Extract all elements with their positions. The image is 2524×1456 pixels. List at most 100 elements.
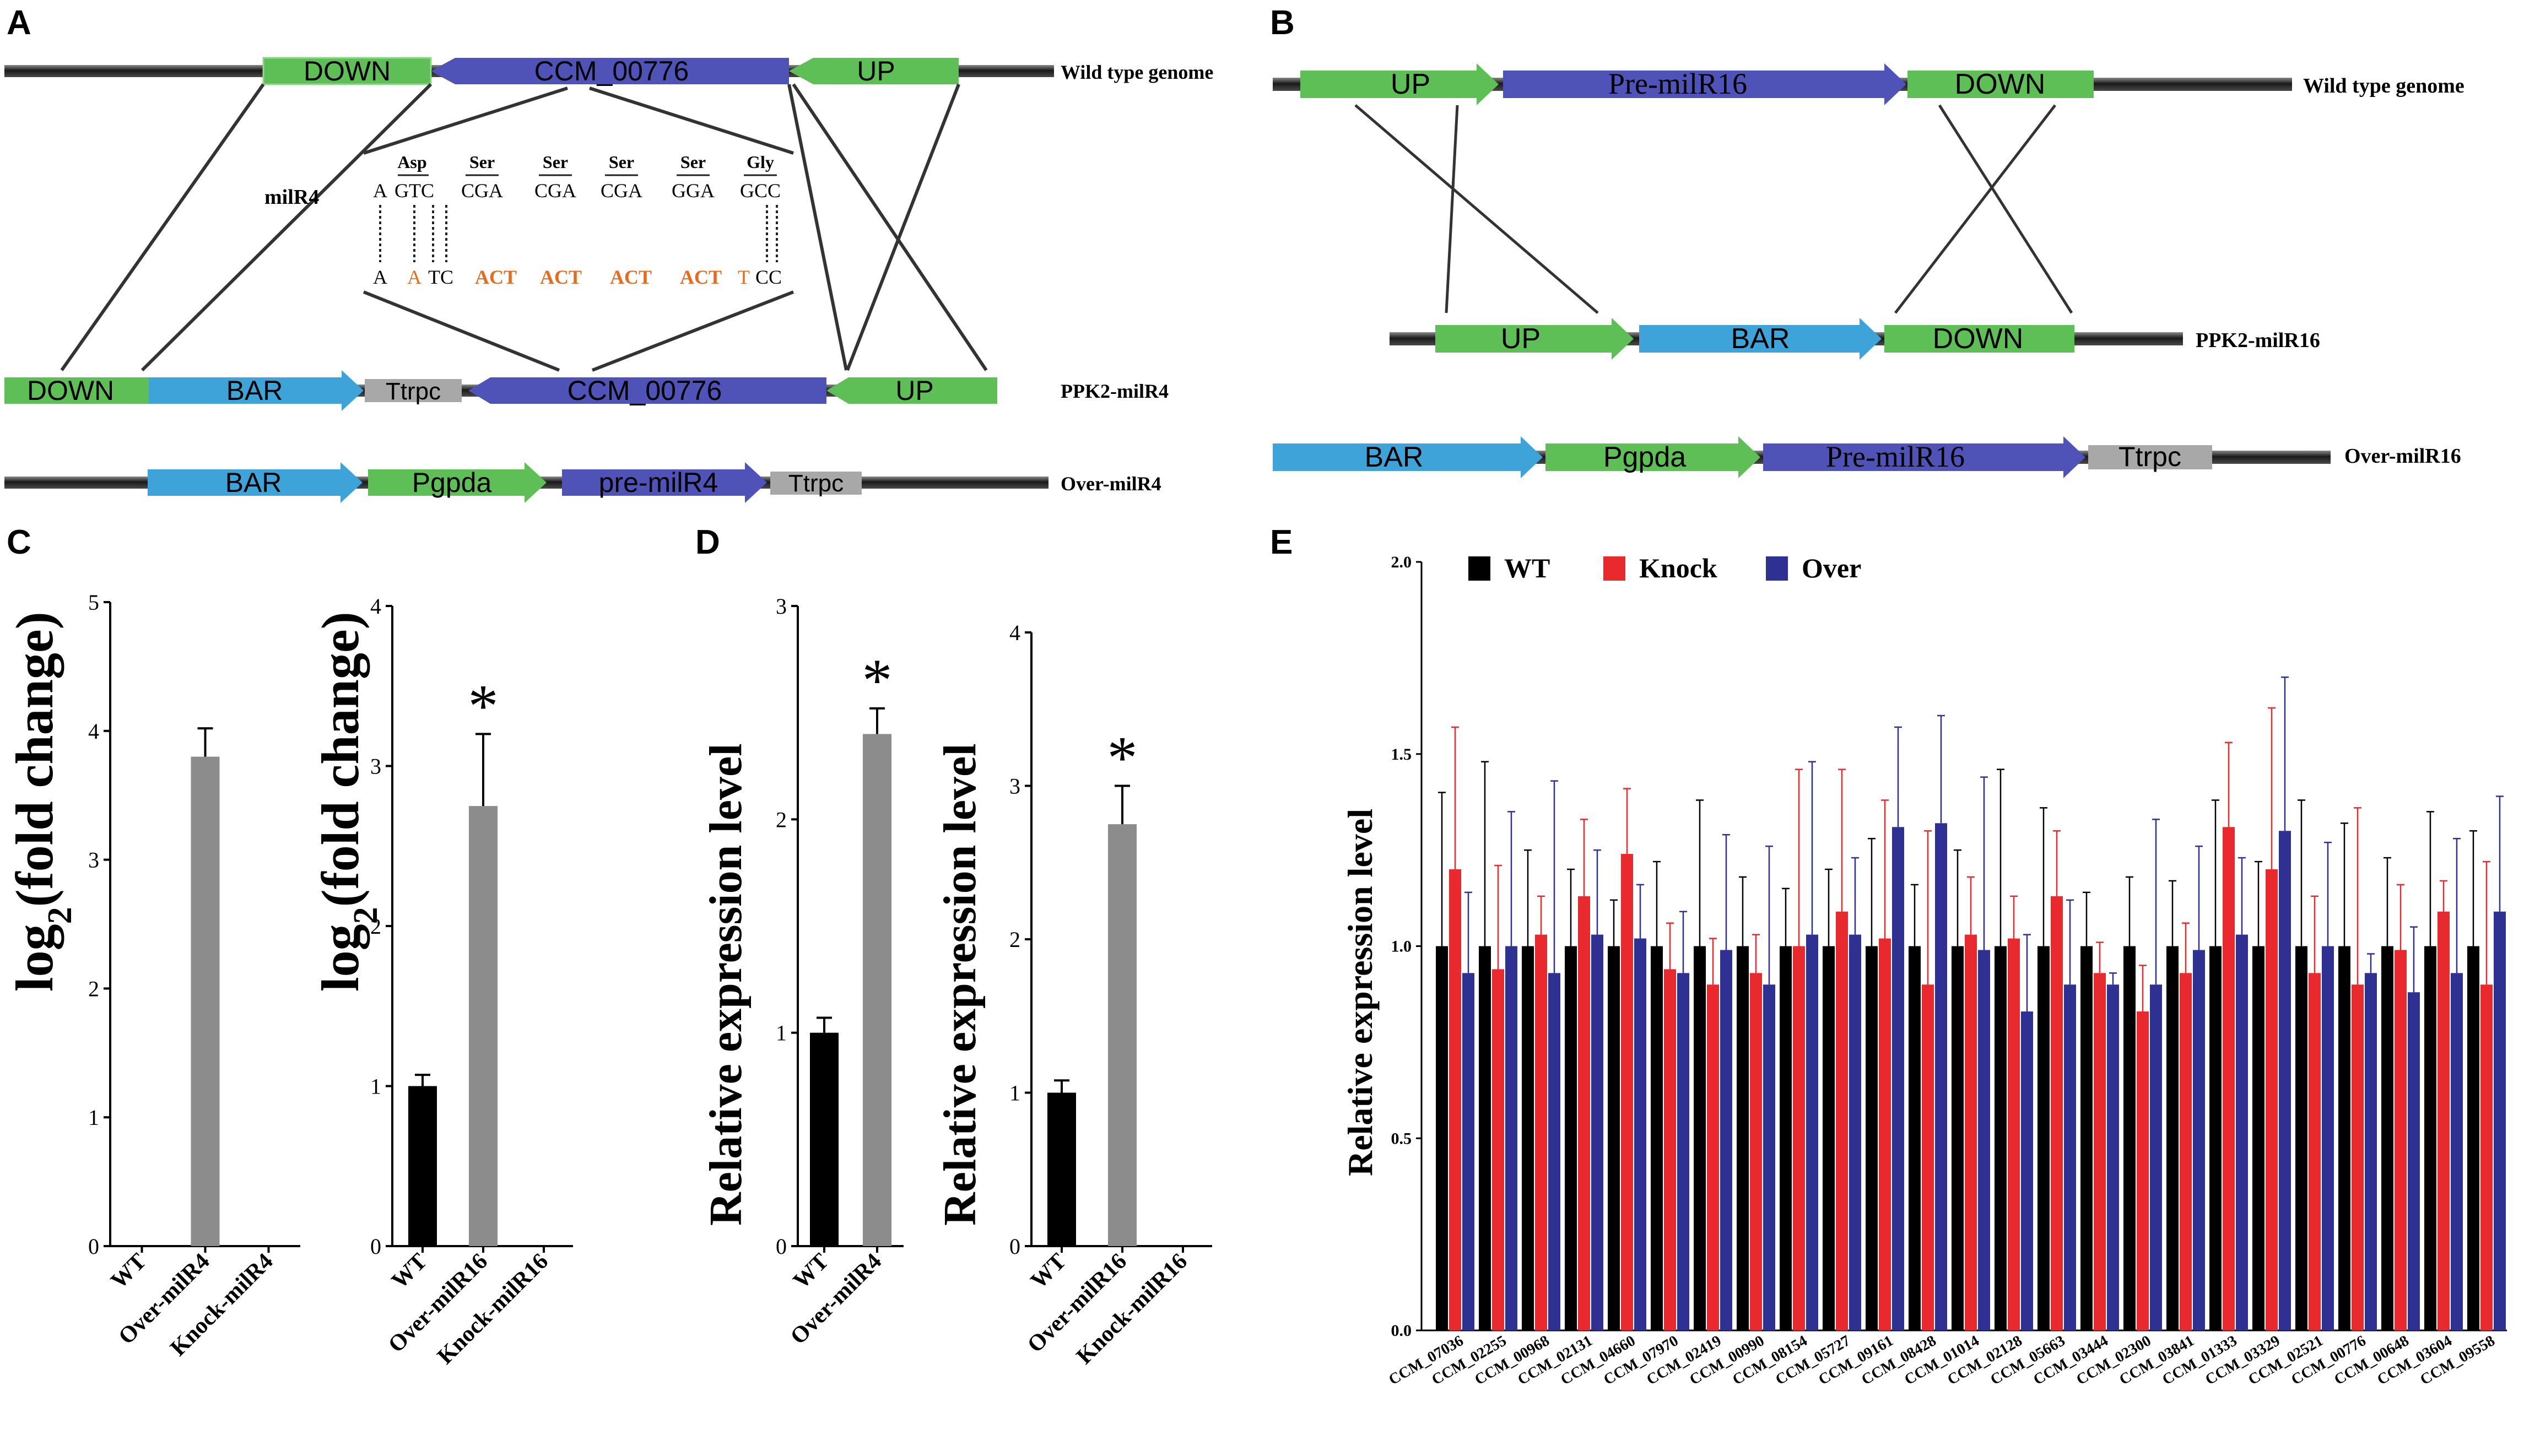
- bar-C2-0: [408, 1086, 437, 1246]
- gene-b-ppk2-bar-label: BAR: [1731, 323, 1790, 355]
- bar-over-0: [1462, 973, 1474, 1330]
- panel-d: D Relative expression level Relative exp…: [695, 523, 1212, 1370]
- legend-wt-label: WT: [1504, 553, 1550, 583]
- y-tick-label-D2: 4: [1009, 620, 1020, 645]
- y-tick-label-D1: 3: [776, 594, 787, 619]
- panel-b-letter: B: [1270, 4, 1295, 42]
- bar-wt-6: [1694, 946, 1706, 1330]
- y-tick-label-D2: 2: [1009, 927, 1020, 952]
- gene-a-wt-up: UP: [789, 56, 959, 86]
- bar-over-9: [1849, 934, 1861, 1330]
- bar-knock-7: [1750, 973, 1762, 1330]
- gene-a-over-premilr4: pre-milR4: [562, 462, 767, 503]
- bar-wt-17: [2166, 946, 2179, 1330]
- bar-wt-1: [1479, 946, 1491, 1330]
- bar-wt-0: [1436, 946, 1448, 1330]
- panel-c-ylabel-right: log2(fold change): [311, 611, 385, 992]
- y-tick-label-D2: 3: [1009, 774, 1020, 799]
- x-tick-label-D1-0: WT: [788, 1249, 834, 1294]
- gene-b-over-bar-label: BAR: [1365, 441, 1424, 473]
- panel-d-ylabel-left: Relative expression level: [700, 743, 752, 1226]
- bar-over-3: [1591, 934, 1603, 1330]
- aa-2: Ser: [469, 152, 495, 172]
- gene-a-ppk2-up-label: UP: [895, 375, 933, 406]
- mut-act-3: ACT: [610, 266, 652, 288]
- y-tick-label-C2: 4: [370, 594, 381, 619]
- bar-knock-6: [1707, 984, 1719, 1330]
- x-tick-label-C2-2: Knock-milR16: [433, 1249, 553, 1370]
- wt-prefix: A: [373, 180, 387, 202]
- gene-b-over-bar: BAR: [1273, 436, 1543, 478]
- y-tick-label-E: 2.0: [1391, 553, 1412, 571]
- gene-b-over-ttrpc-label: Ttrpc: [2118, 441, 2181, 472]
- gene-a-over-premilr4-label: pre-milR4: [599, 467, 718, 498]
- panel-c-letter: C: [7, 523, 31, 561]
- bar-wt-15: [2080, 946, 2093, 1330]
- y-tick-label-C1: 5: [88, 590, 99, 615]
- wt-codon-2: CGA: [461, 180, 503, 202]
- x-tick-label-D2-0: WT: [1026, 1249, 1071, 1294]
- significance-star-D1-1: *: [862, 647, 893, 714]
- bar-knock-17: [2180, 973, 2192, 1330]
- chart-e-targets: 0.00.51.01.52.0CCM_07036CCM_02255CCM_009…: [1386, 553, 2507, 1388]
- bar-over-18: [2236, 934, 2248, 1330]
- bar-over-7: [1763, 984, 1775, 1330]
- aa-6: Gly: [747, 152, 774, 172]
- wt-codon-4: CGA: [601, 180, 642, 202]
- track-b-ppk2-label: PPK2-milR16: [2196, 329, 2320, 352]
- bar-over-19: [2279, 831, 2291, 1330]
- bar-D1-1: [863, 734, 891, 1246]
- bar-over-17: [2193, 950, 2205, 1330]
- track-b-over-label: Over-milR16: [2344, 445, 2461, 468]
- mut-act-1: ACT: [475, 266, 517, 288]
- y-tick-label-E: 1.5: [1391, 745, 1412, 764]
- y-tick-label-C1: 4: [88, 719, 99, 744]
- gene-b-over-pgpda-label: Pgpda: [1603, 441, 1686, 473]
- amino-acids: Asp Ser Ser Ser Ser Gly: [397, 152, 774, 172]
- panel-a-letter: A: [7, 4, 31, 42]
- bar-wt-16: [2123, 946, 2136, 1330]
- y-tick-label-E: 0.0: [1391, 1322, 1412, 1340]
- bar-knock-14: [2051, 896, 2063, 1330]
- bar-wt-12: [1952, 946, 1964, 1330]
- aa-1: Asp: [397, 152, 426, 172]
- bar-knock-22: [2395, 950, 2407, 1330]
- bar-knock-15: [2094, 973, 2106, 1330]
- bar-wt-3: [1565, 946, 1577, 1330]
- bar-wt-5: [1651, 946, 1663, 1330]
- bar-wt-22: [2381, 946, 2393, 1330]
- bar-knock-19: [2266, 869, 2278, 1330]
- legend-knock-label: Knock: [1639, 553, 1717, 583]
- gene-b-over-pgpda: Pgpda: [1545, 436, 1760, 478]
- panel-d-letter: D: [695, 523, 720, 561]
- gene-b-wt-up: UP: [1300, 63, 1499, 105]
- gene-b-wt-down-label: DOWN: [1955, 68, 2046, 100]
- mut-last-rest: CC: [755, 266, 782, 288]
- gene-a-over-pgpda-label: Pgpda: [412, 467, 492, 498]
- gene-b-ppk2-down: DOWN: [1884, 323, 2074, 355]
- bar-over-14: [2064, 984, 2076, 1330]
- aa-4: Ser: [609, 152, 634, 172]
- bar-knock-3: [1578, 896, 1590, 1330]
- bar-over-16: [2150, 984, 2162, 1330]
- gene-a-over-bar-label: BAR: [225, 467, 282, 498]
- legend-wt-swatch: [1468, 556, 1490, 581]
- wt-codon-6: GCC: [740, 180, 781, 202]
- bar-knock-12: [1965, 934, 1977, 1330]
- bar-over-22: [2408, 992, 2420, 1330]
- gene-a-wt-down-label: DOWN: [304, 56, 391, 86]
- x-tick-label-D2-2: Knock-milR16: [1072, 1249, 1192, 1370]
- gene-a-over-ttrpc-label: Ttrpc: [788, 470, 844, 497]
- gene-b-over-ttrpc: Ttrpc: [2088, 441, 2212, 472]
- y-tick-label-D1: 0: [776, 1234, 787, 1259]
- bar-over-1: [1505, 946, 1517, 1330]
- gene-a-wt-ccm00776: CCM_00776: [431, 56, 789, 86]
- bar-over-15: [2107, 984, 2119, 1330]
- bar-wt-4: [1608, 946, 1620, 1330]
- bar-knock-2: [1535, 934, 1547, 1330]
- bar-over-4: [1634, 938, 1646, 1330]
- gene-a-wt-ccm00776-label: CCM_00776: [534, 56, 689, 86]
